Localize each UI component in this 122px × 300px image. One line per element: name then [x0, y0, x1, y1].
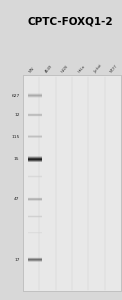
- Text: 12: 12: [14, 113, 20, 117]
- Text: MCF7: MCF7: [110, 64, 119, 74]
- Text: 17: 17: [14, 258, 20, 262]
- Text: 115: 115: [11, 135, 20, 139]
- Text: MW: MW: [28, 66, 36, 74]
- Text: 47: 47: [14, 197, 20, 201]
- Text: Jurkat: Jurkat: [93, 63, 103, 74]
- Text: H226: H226: [61, 64, 70, 74]
- Text: 15: 15: [14, 157, 20, 161]
- Bar: [23, 75, 121, 291]
- Text: 627: 627: [11, 94, 20, 98]
- Text: A549: A549: [45, 64, 53, 74]
- Text: HeLa: HeLa: [77, 64, 86, 74]
- Text: CPTC-FOXQ1-2: CPTC-FOXQ1-2: [28, 16, 114, 26]
